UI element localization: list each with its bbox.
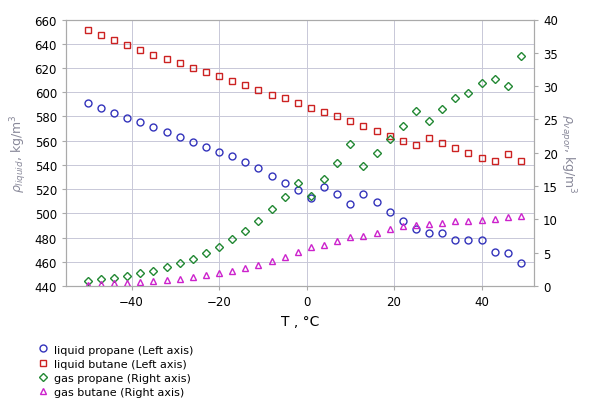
X-axis label: T , °C: T , °C (281, 314, 319, 328)
Y-axis label: $\rho_{liquid}$, kg/m$^3$: $\rho_{liquid}$, kg/m$^3$ (8, 114, 29, 193)
Y-axis label: $\rho_{vapor}$, kg/m$^3$: $\rho_{vapor}$, kg/m$^3$ (557, 114, 577, 193)
Legend: liquid propane (Left axis), liquid butane (Left axis), gas propane (Right axis),: liquid propane (Left axis), liquid butan… (35, 342, 196, 399)
